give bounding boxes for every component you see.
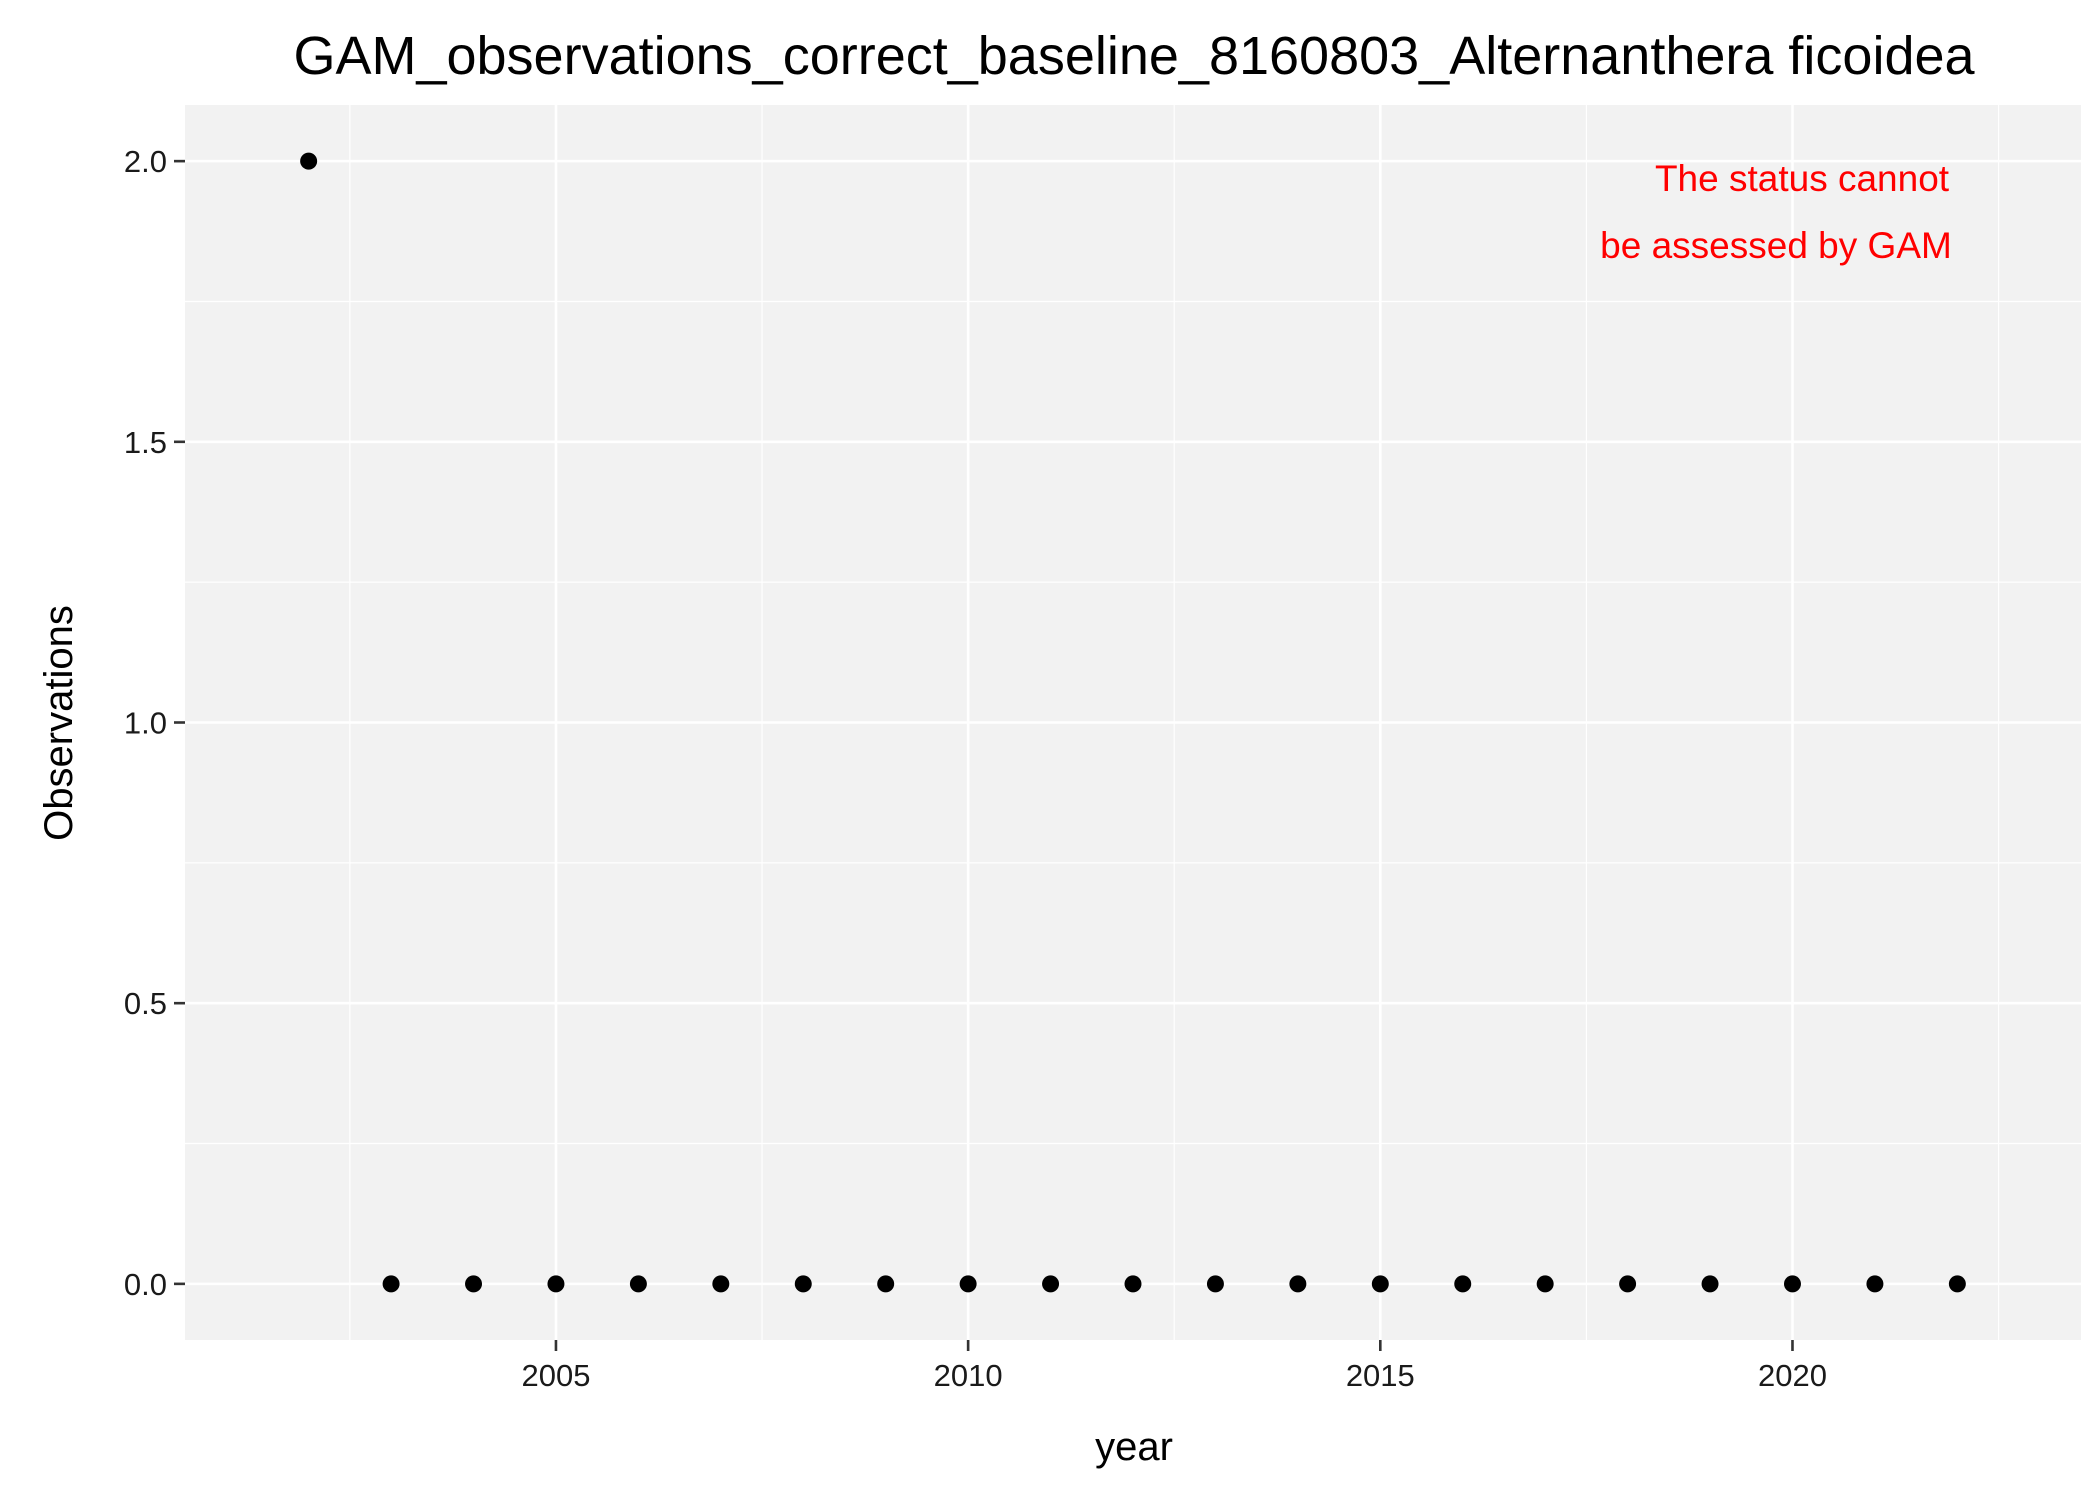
annotation-line-1: The status cannot [1655, 158, 1950, 199]
data-point [1206, 1275, 1224, 1293]
annotation-line-2: be assessed by GAM [1600, 225, 1952, 266]
data-point [1866, 1275, 1884, 1293]
data-point [382, 1275, 400, 1293]
x-tick-label: 2005 [521, 1358, 590, 1393]
x-axis-title: year [1095, 1425, 1173, 1469]
chart-title: GAM_observations_correct_baseline_816080… [293, 26, 1975, 86]
y-tick-label: 0.0 [124, 1267, 167, 1302]
data-point [465, 1275, 483, 1293]
y-tick-label: 1.0 [124, 706, 167, 741]
data-point [1701, 1275, 1719, 1293]
x-tick-label: 2010 [934, 1358, 1003, 1393]
data-point [712, 1275, 730, 1293]
data-point [547, 1275, 565, 1293]
x-axis: 2005 2010 2015 2020 [521, 1340, 1827, 1393]
data-point [1042, 1275, 1060, 1293]
data-point [1619, 1275, 1637, 1293]
y-axis-title: Observations [37, 605, 81, 841]
data-point [1289, 1275, 1307, 1293]
y-tick-label: 0.5 [124, 986, 167, 1021]
data-point [959, 1275, 977, 1293]
data-point [1783, 1275, 1801, 1293]
data-point [1124, 1275, 1142, 1293]
y-tick-label: 1.5 [124, 425, 167, 460]
y-axis: 0.0 0.5 1.0 1.5 2.0 [124, 144, 185, 1302]
data-point [629, 1275, 647, 1293]
data-point [1454, 1275, 1472, 1293]
x-tick-label: 2020 [1758, 1358, 1827, 1393]
data-point [1371, 1275, 1389, 1293]
data-points [300, 152, 1966, 1293]
y-tick-label: 2.0 [124, 144, 167, 179]
data-point [794, 1275, 812, 1293]
data-point [1536, 1275, 1554, 1293]
data-point [300, 152, 318, 170]
data-point [1948, 1275, 1966, 1293]
data-point [877, 1275, 895, 1293]
x-tick-label: 2015 [1346, 1358, 1415, 1393]
